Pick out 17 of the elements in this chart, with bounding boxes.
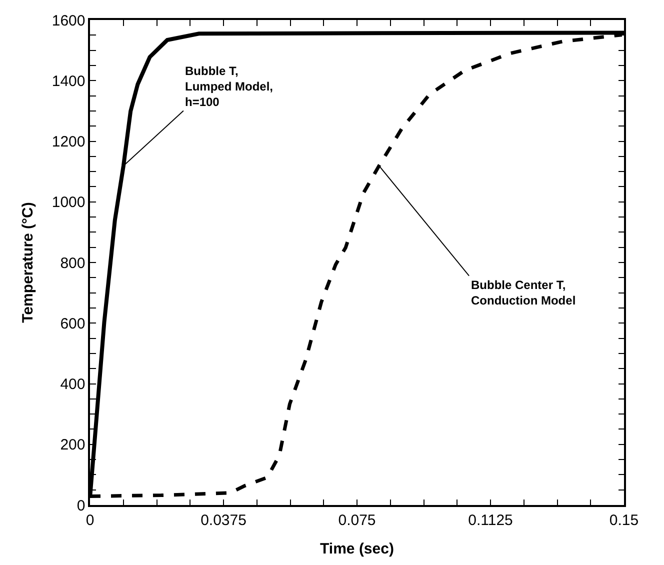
- y-tick-label: 800: [60, 254, 86, 272]
- x-tick-label: 0.1125: [468, 512, 513, 529]
- y-tick-label: 600: [60, 315, 86, 332]
- x-tick-label: 0.075: [338, 512, 376, 529]
- y-axis-title: Temperature (°C): [20, 202, 37, 323]
- y-tick-label: 0: [76, 497, 86, 514]
- x-tick-label: 0.15: [609, 512, 639, 529]
- y-tick-label: 1600: [52, 12, 86, 30]
- y-tick-label: 1000: [52, 194, 86, 212]
- annotation: Bubble Center T, Conduction Model: [471, 278, 576, 308]
- y-tick-label: 1200: [52, 134, 86, 150]
- x-tick-label: 0.0375: [200, 512, 246, 529]
- annotation: Bubble T, Lumped Model, h=100: [185, 64, 273, 110]
- y-tick-label: 1400: [52, 72, 86, 90]
- y-tick-label: 200: [60, 436, 86, 454]
- y-tick-label: 400: [60, 376, 86, 393]
- x-axis-title: Time (sec): [320, 540, 394, 558]
